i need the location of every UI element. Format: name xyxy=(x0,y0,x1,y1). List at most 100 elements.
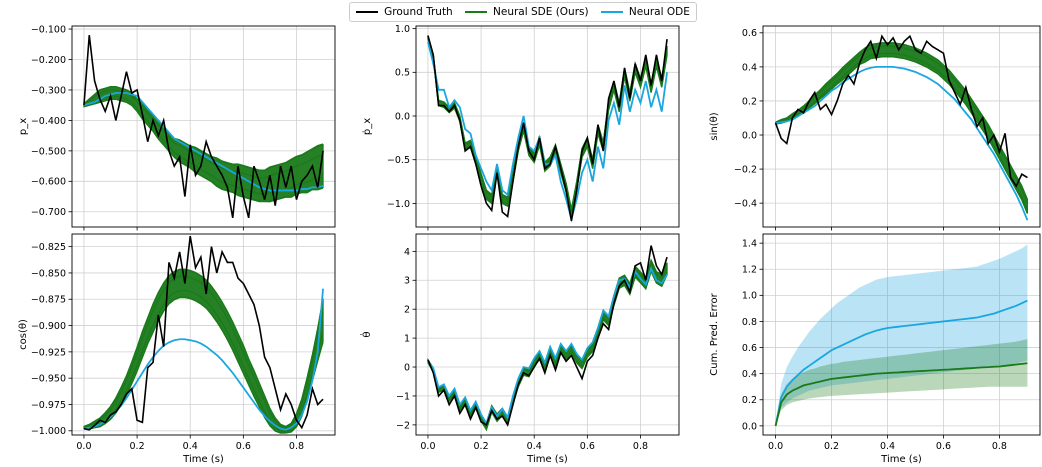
sde-error-line xyxy=(774,362,1028,427)
y-tick-label: −0.600 xyxy=(31,177,66,188)
axes-frame xyxy=(762,233,1041,436)
ground-truth-line xyxy=(83,235,324,431)
y-tick-label: −1 xyxy=(396,391,410,402)
subplot-6: 0.0 0.2 0.4 0.6 0.8 0.0 0.2 0.4 0.6 0.8 1.0 1.2 1.4 T… xyxy=(709,233,1041,465)
x-tick-label: 0.6 xyxy=(580,441,595,452)
x-tick-label: 0.2 xyxy=(130,441,145,452)
y-tick-label: 0.0 xyxy=(742,130,757,141)
sde-sample-line xyxy=(83,98,324,203)
axes-frame xyxy=(71,25,336,228)
y-tick-label: 3 xyxy=(404,276,410,287)
legend-label-truth: Ground Truth xyxy=(384,6,453,18)
y-tick-label: 1.2 xyxy=(742,265,757,276)
y-axis-label: cos(θ) xyxy=(18,319,29,350)
ode-line xyxy=(83,288,324,431)
y-tick-label: 0.4 xyxy=(742,62,757,73)
x-axis-label: Time (s) xyxy=(526,454,568,465)
y-tick-label: 1 xyxy=(404,334,410,345)
y-tick-label: 1.0 xyxy=(395,24,410,35)
y-tick-label: 1.0 xyxy=(742,291,757,302)
y-tick-label: −0.5 xyxy=(387,155,410,166)
y-tick-label: −0.400 xyxy=(31,116,66,127)
y-tick-label: 1.4 xyxy=(742,239,757,250)
x-axis-label: Time (s) xyxy=(182,454,224,465)
ode-error-line xyxy=(774,299,1028,427)
x-tick-label: 0.6 xyxy=(236,441,251,452)
y-tick-label: −1.000 xyxy=(31,426,66,437)
axes-frame xyxy=(762,25,1041,228)
ground-truth-line xyxy=(83,35,324,219)
y-tick-label: 0.2 xyxy=(742,96,757,107)
legend-swatch-ode xyxy=(600,11,623,13)
y-axis-label: ṗ_x xyxy=(362,118,373,135)
y-tick-label: 0.4 xyxy=(742,369,757,380)
y-tick-label: 0.6 xyxy=(742,28,757,39)
ground-truth-line xyxy=(774,34,1028,188)
plot-area xyxy=(774,244,1028,427)
legend-label-sde: Neural SDE (Ours) xyxy=(493,6,589,18)
y-tick-label: 0.6 xyxy=(742,343,757,354)
y-axis-label: Cum. Pred. Error xyxy=(709,292,720,375)
ode-line xyxy=(427,41,668,223)
y-tick-label: −0.975 xyxy=(31,400,66,411)
sde-sample-line xyxy=(427,266,668,430)
axes-frame xyxy=(71,233,336,436)
y-tick-label: 0.0 xyxy=(395,111,410,122)
y-axis-label: p_x xyxy=(18,118,29,135)
y-tick-label: −0.950 xyxy=(31,374,66,385)
y-tick-label: 0.5 xyxy=(395,68,410,79)
x-tick-label: 0.4 xyxy=(880,441,895,452)
ground-truth-line xyxy=(427,35,668,222)
x-tick-label: 0.4 xyxy=(527,441,542,452)
legend-item-ode: Neural ODE xyxy=(600,6,690,18)
legend-item-truth: Ground Truth xyxy=(356,6,453,18)
x-tick-label: 0.2 xyxy=(474,441,489,452)
y-tick-label: −0.825 xyxy=(31,242,66,253)
plot-area xyxy=(427,35,668,223)
x-tick-label: 0.8 xyxy=(633,441,648,452)
legend-swatch-sde xyxy=(465,11,487,13)
sde-sample-line xyxy=(427,38,668,219)
x-tick-label: 0.8 xyxy=(992,441,1007,452)
y-tick-label: −0.200 xyxy=(31,55,66,66)
y-tick-label: −0.4 xyxy=(734,199,757,210)
y-axis-label: sin(θ) xyxy=(709,112,720,140)
x-tick-label: 0.8 xyxy=(289,441,304,452)
y-tick-label: −0.500 xyxy=(31,146,66,157)
y-tick-label: −1.0 xyxy=(387,199,410,210)
plot-area xyxy=(83,35,324,219)
y-tick-label: 0.8 xyxy=(742,317,757,328)
x-tick-label: 0.6 xyxy=(936,441,951,452)
subplot-4: 0.0 0.2 0.4 0.6 0.8 −1.000 −0.975 −0.950 −0.925 −… xyxy=(18,233,336,465)
y-tick-label: 0.2 xyxy=(742,395,757,406)
plot-area xyxy=(83,235,324,434)
ode-line xyxy=(427,266,668,426)
y-tick-label: −0.100 xyxy=(31,24,66,35)
plot-area xyxy=(427,245,668,432)
y-tick-label: −0.2 xyxy=(734,164,757,175)
sde-error-band xyxy=(775,339,1028,426)
subplot-1: −0.700 −0.600 −0.500 −0.400 −0.300 −0.200 −0.1… xyxy=(18,24,336,231)
subplot-2: −1.0 −0.5 0.0 0.5 1.0 ṗ_x xyxy=(362,24,680,231)
y-tick-label: 2 xyxy=(404,305,410,316)
y-tick-label: −0.300 xyxy=(31,85,66,96)
plot-area xyxy=(774,34,1029,221)
legend-label-ode: Neural ODE xyxy=(628,6,690,18)
legend: Ground Truth Neural SDE (Ours) Neural OD… xyxy=(349,2,697,22)
sde-sample-line xyxy=(775,45,1029,204)
subplot-3: −0.4 −0.2 0.0 0.2 0.4 0.6 sin(θ) xyxy=(709,25,1041,231)
x-tick-label: 0.0 xyxy=(76,441,91,452)
ode-error-band xyxy=(775,244,1028,426)
ground-truth-line xyxy=(427,245,668,427)
sde-sample-line xyxy=(775,42,1029,200)
sde-sample-line xyxy=(83,296,324,434)
legend-swatch-truth xyxy=(356,11,379,13)
legend-item-sde: Neural SDE (Ours) xyxy=(465,6,589,18)
sde-sample-line xyxy=(83,275,324,429)
x-tick-label: 0.2 xyxy=(824,441,839,452)
y-tick-label: 4 xyxy=(404,247,410,258)
y-axis-label: θ̇ xyxy=(359,331,373,337)
axes-frame xyxy=(415,25,680,228)
x-axis-label: Time (s) xyxy=(880,454,922,465)
